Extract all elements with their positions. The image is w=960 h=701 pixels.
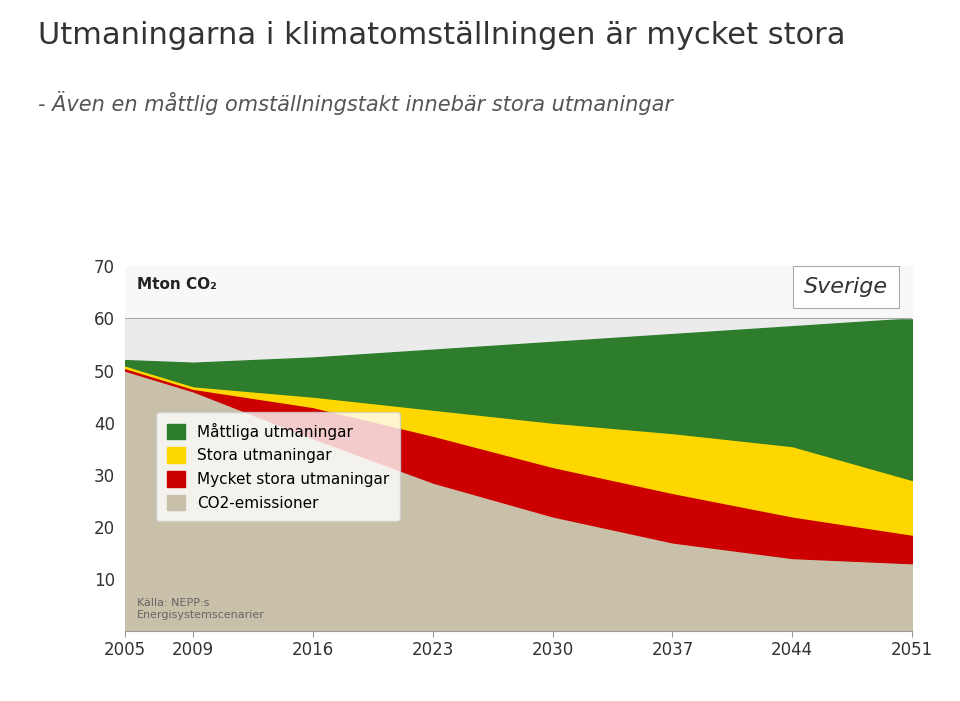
Text: Sverige: Sverige	[804, 278, 888, 297]
Text: - Även en måttlig omställningstakt innebär stora utmaningar: - Även en måttlig omställningstakt inneb…	[38, 91, 673, 115]
Text: Källa: NEPP:s
Energisystemscenarier: Källa: NEPP:s Energisystemscenarier	[136, 599, 265, 620]
Legend: Måttliga utmaningar, Stora utmaningar, Mycket stora utmaningar, CO2-emissioner: Måttliga utmaningar, Stora utmaningar, M…	[156, 412, 400, 522]
Text: Mton CO₂: Mton CO₂	[136, 278, 216, 292]
Text: Utmaningarna i klimatomställningen är mycket stora: Utmaningarna i klimatomställningen är my…	[38, 21, 846, 50]
